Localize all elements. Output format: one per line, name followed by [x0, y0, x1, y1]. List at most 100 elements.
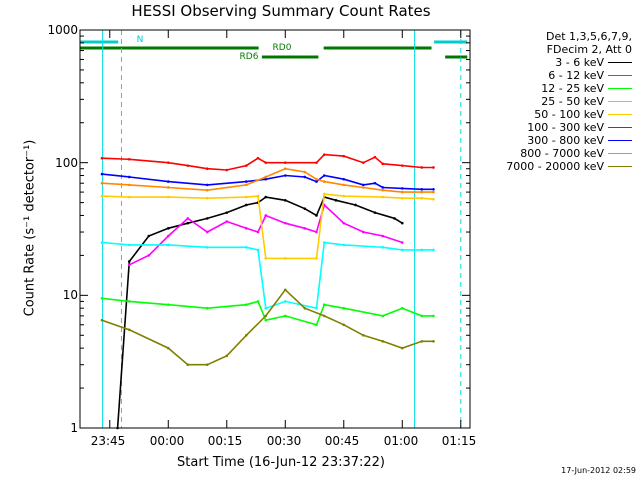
data-point	[373, 211, 377, 214]
data-point	[256, 300, 260, 303]
legend-swatch	[608, 114, 632, 115]
data-point	[225, 211, 229, 214]
data-point	[264, 214, 268, 217]
legend-label: 800 - 7000 keV	[520, 147, 604, 160]
x-tick-label: 00:15	[207, 434, 243, 448]
data-point	[400, 221, 404, 225]
data-point	[244, 180, 248, 183]
data-point	[264, 161, 268, 164]
y-tick-label: 100	[55, 156, 78, 170]
data-point	[205, 217, 209, 220]
data-point	[205, 188, 209, 192]
data-point	[420, 248, 424, 252]
x-tick-label: 01:15	[441, 434, 477, 448]
data-point	[322, 241, 326, 244]
data-point	[244, 333, 248, 337]
attenuator-overlays	[80, 30, 468, 428]
x-axis-label: Start Time (16-Jun-12 23:37:22)	[177, 455, 385, 470]
data-point	[264, 314, 268, 318]
series-line	[101, 167, 434, 193]
data-point	[283, 288, 287, 292]
y-axis-label: Count Rate (s⁻¹ detector⁻¹)	[22, 139, 38, 317]
data-point	[315, 180, 318, 183]
data-point	[225, 168, 229, 172]
legend-label: 6 - 12 keV	[548, 69, 604, 82]
data-point	[225, 354, 229, 358]
timestamp-label: 17-Jun-2012 02:59	[561, 466, 636, 475]
data-point	[322, 180, 326, 183]
data-point	[381, 188, 385, 192]
data-point	[400, 248, 404, 252]
data-point	[283, 167, 287, 171]
legend-entry: 6 - 12 keV	[468, 69, 636, 82]
series-line	[101, 153, 434, 171]
data-point	[373, 155, 377, 159]
data-point	[264, 306, 268, 310]
x-tick-label: 00:45	[324, 434, 360, 448]
data-point	[381, 246, 385, 249]
series-layer	[100, 153, 435, 430]
legend-swatch	[608, 153, 632, 154]
data-point	[432, 197, 435, 201]
data-point	[100, 172, 104, 176]
data-point	[342, 194, 346, 198]
data-point	[315, 306, 318, 310]
data-point	[420, 340, 424, 343]
x-tick-label: 00:00	[149, 434, 185, 448]
legend-entry: 12 - 25 keV	[468, 82, 636, 95]
x-tick-label: 23:45	[90, 434, 126, 448]
data-point	[361, 333, 365, 337]
data-point	[264, 195, 268, 199]
data-point	[432, 187, 435, 191]
legend-swatch	[608, 166, 632, 167]
legend-entry: 300 - 800 keV	[468, 134, 636, 147]
legend-header-line: FDecim 2, Att 0	[546, 43, 632, 56]
data-point	[244, 183, 248, 187]
y-tick-label: 10	[62, 288, 78, 302]
data-point	[205, 246, 209, 249]
data-point	[342, 323, 346, 327]
data-point	[264, 175, 268, 179]
legend-swatch	[608, 140, 632, 141]
data-point	[205, 306, 209, 310]
legend-label: 7000 - 20000 keV	[506, 160, 604, 173]
data-point	[432, 190, 435, 194]
data-point	[186, 164, 190, 167]
data-point	[342, 243, 346, 247]
data-point	[283, 314, 287, 318]
data-point	[334, 199, 338, 202]
data-point	[100, 241, 104, 244]
legend-entry: 100 - 300 keV	[468, 121, 636, 134]
legend-entry: 7000 - 20000 keV	[468, 160, 636, 173]
data-point	[244, 203, 248, 207]
data-point	[400, 241, 404, 244]
data-point	[244, 303, 248, 306]
data-point	[283, 161, 287, 164]
data-point	[244, 227, 248, 230]
data-point	[342, 183, 346, 187]
attenuator-label-n: N	[136, 35, 144, 45]
data-point	[400, 306, 404, 310]
data-point	[100, 296, 104, 300]
data-point	[393, 217, 396, 220]
data-point	[166, 195, 170, 199]
data-point	[147, 234, 151, 238]
data-point	[400, 164, 404, 167]
legend-swatch	[608, 88, 632, 89]
data-point	[127, 328, 131, 332]
data-point	[205, 230, 209, 234]
legend-label: 50 - 100 keV	[534, 108, 604, 121]
data-point	[127, 300, 131, 303]
series-line	[101, 297, 434, 326]
data-point	[244, 246, 248, 249]
data-point	[264, 177, 268, 181]
data-point	[256, 248, 260, 252]
data-point	[283, 300, 287, 303]
data-point	[127, 260, 131, 263]
data-point	[205, 183, 209, 187]
data-point	[315, 323, 318, 327]
data-point	[420, 190, 424, 194]
data-point	[342, 306, 346, 310]
data-point	[186, 217, 190, 220]
